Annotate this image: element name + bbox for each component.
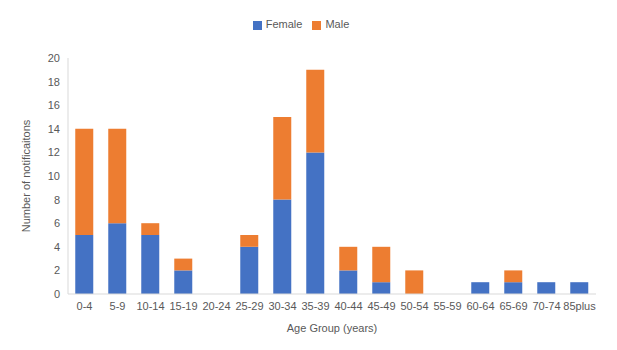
svg-text:Age Group (years): Age Group (years) [287, 322, 377, 334]
svg-text:5-9: 5-9 [110, 300, 126, 312]
svg-text:16: 16 [48, 99, 60, 111]
svg-text:70-74: 70-74 [532, 300, 560, 312]
svg-text:0-4: 0-4 [77, 300, 93, 312]
svg-text:45-49: 45-49 [367, 300, 395, 312]
svg-text:20: 20 [48, 52, 60, 64]
svg-text:15-19: 15-19 [169, 300, 197, 312]
html-text:Male: Male [325, 18, 350, 30]
svg-text:0: 0 [54, 288, 60, 300]
svg-text:30-34: 30-34 [268, 300, 296, 312]
svg-text:65-69: 65-69 [499, 300, 527, 312]
svg-text:50-54: 50-54 [400, 300, 428, 312]
svg-text:40-44: 40-44 [334, 300, 362, 312]
svg-text:2: 2 [54, 264, 60, 276]
svg-text:Number of notificaitons: Number of notificaitons [20, 119, 32, 232]
svg-text:85plus: 85plus [563, 300, 596, 312]
svg-text:12: 12 [48, 146, 60, 158]
svg-text:10-14: 10-14 [136, 300, 164, 312]
svg-text:8: 8 [54, 194, 60, 206]
svg-text:18: 18 [48, 76, 60, 88]
svg-text:14: 14 [48, 123, 60, 135]
svg-text:10: 10 [48, 170, 60, 182]
svg-text:4: 4 [54, 241, 60, 253]
svg-text:35-39: 35-39 [301, 300, 329, 312]
svg-text:55-59: 55-59 [433, 300, 461, 312]
svg-text:25-29: 25-29 [235, 300, 263, 312]
html-text:Female: Female [265, 18, 303, 30]
svg-text:6: 6 [54, 217, 60, 229]
svg-text:20-24: 20-24 [202, 300, 230, 312]
svg-text:60-64: 60-64 [466, 300, 494, 312]
